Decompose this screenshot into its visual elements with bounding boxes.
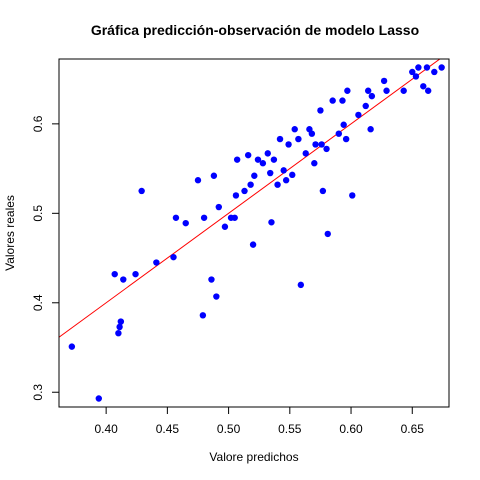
data-point-74 bbox=[423, 64, 431, 71]
y-tick-label-0: 0.3 bbox=[31, 384, 45, 401]
data-point-30 bbox=[254, 156, 262, 163]
data-point-61 bbox=[349, 192, 356, 199]
data-point-45 bbox=[302, 150, 309, 157]
data-point-16 bbox=[208, 276, 215, 283]
data-point-69 bbox=[400, 87, 407, 94]
data-point-75 bbox=[424, 87, 432, 94]
data-point-63 bbox=[362, 102, 369, 110]
data-point-41 bbox=[289, 171, 296, 179]
plot-frame bbox=[58, 58, 450, 408]
data-point-52 bbox=[319, 187, 327, 195]
data-point-67 bbox=[380, 77, 388, 85]
y-tick-label-1: 0.4 bbox=[31, 294, 45, 311]
data-point-19 bbox=[215, 203, 222, 211]
x-tick-label-3: 0.55 bbox=[278, 422, 302, 436]
data-points bbox=[68, 64, 445, 402]
data-point-25 bbox=[241, 187, 248, 195]
data-point-23 bbox=[232, 192, 240, 199]
data-point-32 bbox=[264, 150, 271, 157]
y-axis: 0.3 0.4 0.5 0.6 bbox=[31, 115, 60, 401]
data-point-36 bbox=[274, 181, 281, 188]
data-point-38 bbox=[280, 167, 287, 174]
data-point-60 bbox=[344, 87, 351, 94]
reference-line bbox=[59, 59, 441, 338]
data-point-4 bbox=[116, 323, 123, 331]
data-point-56 bbox=[335, 130, 342, 137]
data-point-22 bbox=[231, 214, 238, 221]
data-point-51 bbox=[318, 141, 325, 148]
y-axis-label: Valores reales bbox=[3, 195, 17, 271]
data-point-0 bbox=[68, 343, 76, 350]
data-point-40 bbox=[285, 141, 292, 148]
x-tick-label-2: 0.50 bbox=[217, 422, 241, 436]
data-point-11 bbox=[172, 214, 180, 221]
data-point-43 bbox=[295, 135, 302, 143]
x-axis-label: Valore predichos bbox=[209, 450, 298, 464]
data-point-9 bbox=[153, 259, 160, 266]
data-point-35 bbox=[270, 156, 278, 163]
data-point-73 bbox=[420, 83, 427, 90]
data-point-2 bbox=[111, 270, 118, 278]
data-point-76 bbox=[431, 68, 438, 76]
chart-title: Gráfica predicción-observación de modelo… bbox=[91, 22, 419, 38]
data-point-70 bbox=[409, 68, 416, 76]
data-point-20 bbox=[221, 223, 229, 230]
data-point-48 bbox=[311, 160, 318, 167]
data-point-64 bbox=[364, 87, 372, 94]
data-point-44 bbox=[297, 281, 305, 289]
data-point-24 bbox=[233, 156, 241, 163]
data-point-65 bbox=[367, 126, 374, 133]
reference-line-group bbox=[59, 59, 441, 338]
data-point-18 bbox=[213, 293, 220, 300]
data-point-37 bbox=[276, 135, 284, 143]
data-point-66 bbox=[368, 92, 376, 100]
data-point-53 bbox=[323, 145, 330, 153]
data-point-15 bbox=[200, 214, 208, 221]
data-point-12 bbox=[182, 219, 189, 227]
data-point-13 bbox=[194, 177, 202, 184]
data-point-57 bbox=[339, 97, 346, 104]
x-tick-label-1: 0.45 bbox=[156, 422, 180, 436]
data-point-33 bbox=[267, 169, 274, 177]
x-tick-label-5: 0.65 bbox=[401, 422, 425, 436]
y-tick-label-3: 0.6 bbox=[31, 115, 45, 132]
data-point-68 bbox=[383, 87, 390, 94]
data-point-3 bbox=[115, 329, 122, 337]
data-point-26 bbox=[244, 151, 252, 159]
y-tick-label-2: 0.5 bbox=[31, 205, 45, 222]
x-tick-label-4: 0.60 bbox=[339, 422, 363, 436]
data-point-42 bbox=[291, 126, 298, 133]
data-point-29 bbox=[251, 172, 258, 179]
data-point-62 bbox=[355, 111, 362, 119]
data-point-59 bbox=[342, 135, 350, 143]
data-point-71 bbox=[412, 73, 420, 80]
data-point-1 bbox=[95, 395, 102, 402]
x-axis: 0.40 0.45 0.50 0.55 0.60 0.65 bbox=[94, 406, 425, 436]
data-point-55 bbox=[329, 97, 336, 104]
data-point-50 bbox=[317, 107, 324, 114]
data-point-6 bbox=[120, 276, 127, 283]
data-point-77 bbox=[438, 64, 445, 71]
data-point-58 bbox=[340, 121, 347, 128]
data-point-54 bbox=[324, 230, 331, 238]
data-point-5 bbox=[117, 318, 125, 325]
data-point-10 bbox=[170, 253, 177, 261]
data-point-8 bbox=[138, 187, 145, 195]
data-point-47 bbox=[308, 130, 316, 137]
data-point-72 bbox=[415, 64, 422, 71]
x-tick-label-0: 0.40 bbox=[94, 422, 118, 436]
data-point-27 bbox=[247, 181, 254, 188]
data-point-7 bbox=[132, 270, 139, 278]
data-point-49 bbox=[312, 141, 319, 148]
data-point-31 bbox=[259, 160, 267, 167]
data-point-34 bbox=[268, 219, 275, 226]
data-point-14 bbox=[199, 312, 207, 319]
data-point-17 bbox=[210, 172, 218, 179]
data-point-28 bbox=[249, 241, 257, 248]
data-point-39 bbox=[282, 177, 290, 184]
